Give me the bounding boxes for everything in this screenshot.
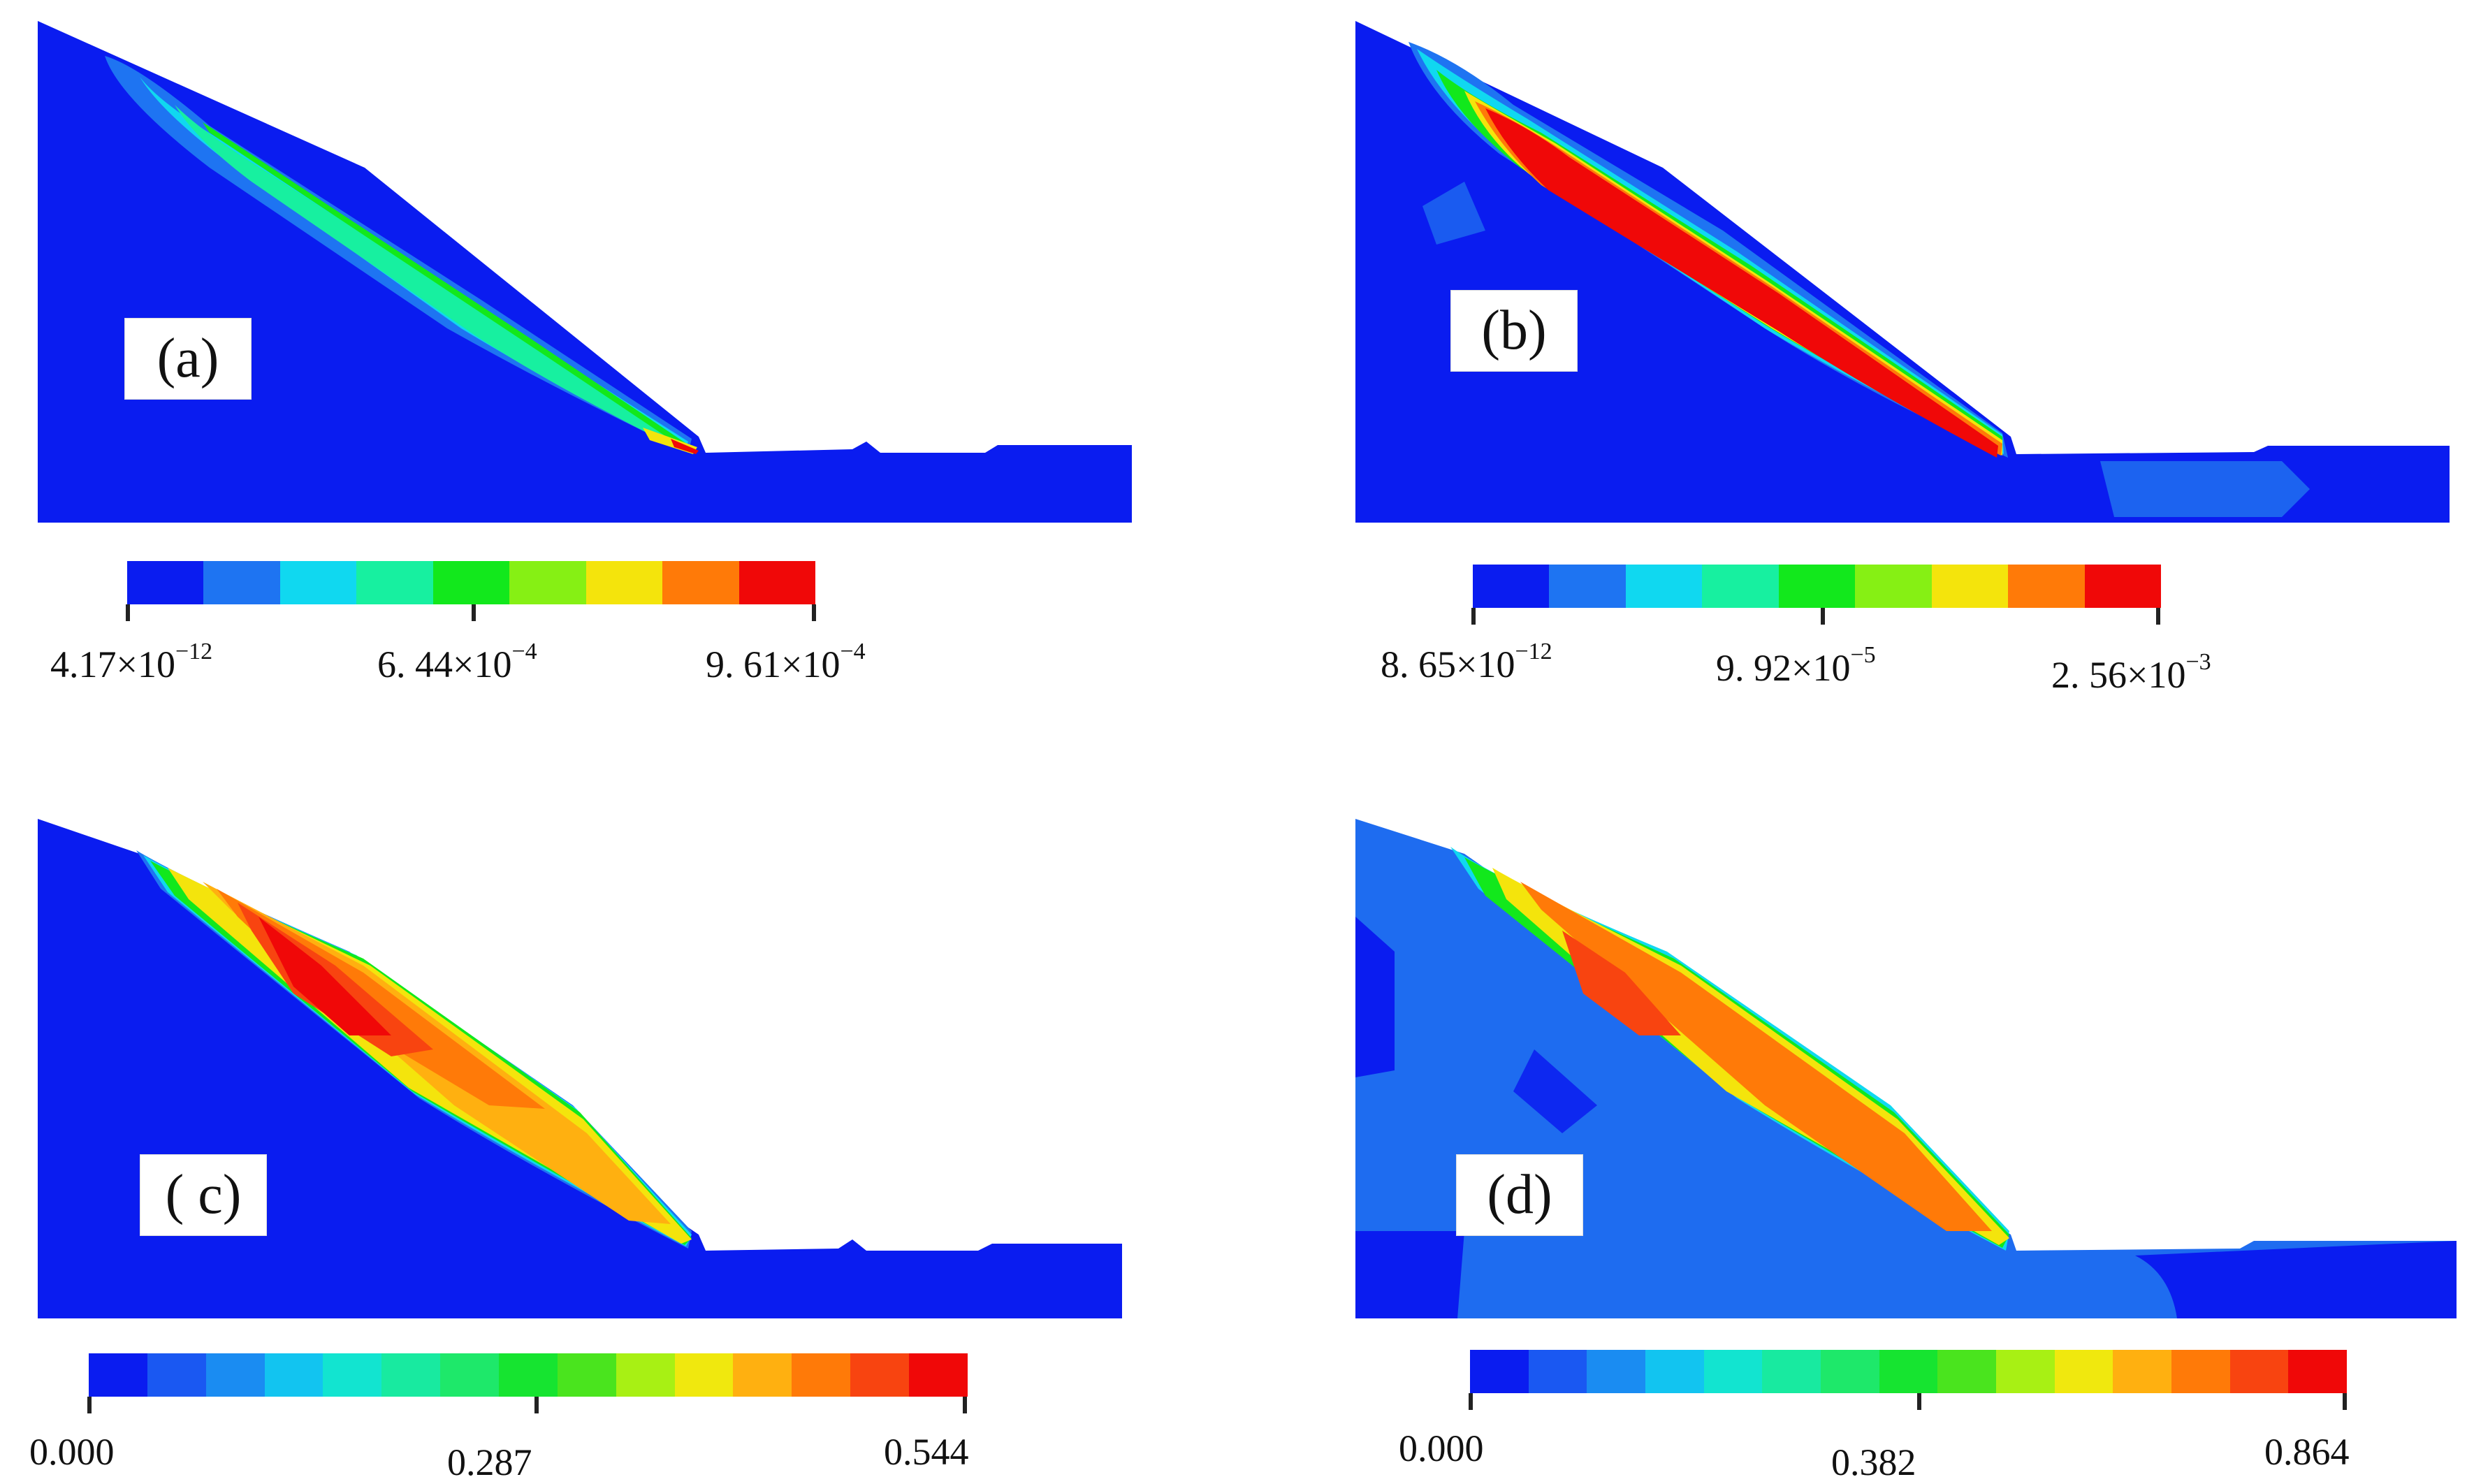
colorbar-segment	[432, 561, 510, 604]
colorbar-tick	[2343, 1393, 2347, 1410]
colorbar-strip	[127, 561, 815, 604]
colorbar-strip	[89, 1353, 968, 1397]
colorbar-segment	[1879, 1350, 1938, 1393]
colorbar-tick-label: 9. 61×10−4	[706, 639, 866, 686]
colorbar-segment	[1703, 1350, 1763, 1393]
panel-label-text: ( c)	[165, 1164, 242, 1225]
colorbar-segment	[2084, 565, 2161, 608]
colorbar-segment	[1778, 565, 1856, 608]
colorbar-tick-label: 0.287	[447, 1441, 532, 1483]
colorbar-segment	[2008, 565, 2085, 608]
colorbar-segment	[2229, 1350, 2289, 1393]
colorbar-tick-label: 9. 92×10−5	[1716, 642, 1876, 690]
panel-a: (a) 4.17×10−12 6. 44×10−4 9. 61×10−4	[0, 0, 1233, 742]
colorbar-segment	[279, 561, 357, 604]
colorbar-segment	[557, 1353, 616, 1397]
colorbar-tick-label: 6. 44×10−4	[377, 639, 537, 686]
panel-label-text: (b)	[1481, 300, 1547, 361]
colorbar-tick	[472, 604, 476, 621]
colorbar-segment	[674, 1353, 734, 1397]
colorbar-segment	[738, 561, 815, 604]
panel-label: (d)	[1456, 1154, 1583, 1236]
colorbar-segment	[1528, 1350, 1587, 1393]
colorbar-tick	[1917, 1393, 1921, 1410]
colorbar-segment	[616, 1353, 675, 1397]
colorbar-segment	[89, 1353, 147, 1397]
colorbar-segment	[1587, 1350, 1646, 1393]
colorbar-tick-label: 0.000	[29, 1431, 115, 1473]
colorbar-segment	[323, 1353, 382, 1397]
colorbar-segment	[440, 1353, 500, 1397]
colorbar-tick	[2156, 608, 2160, 625]
colorbar-segment	[585, 561, 663, 604]
colorbar-segment	[662, 561, 739, 604]
colorbar-segment	[1937, 1350, 1997, 1393]
colorbar-tick-label: 2. 56×10−3	[2051, 649, 2211, 697]
colorbar-tick	[87, 1397, 92, 1413]
colorbar-tick	[1469, 1393, 1473, 1410]
colorbar-tick	[1471, 608, 1476, 625]
panel-label: ( c)	[140, 1154, 267, 1236]
colorbar-segment	[1702, 565, 1779, 608]
colorbar-tick-label: 0.382	[1831, 1441, 1916, 1483]
colorbar-segment	[205, 1353, 265, 1397]
colorbar-segment	[909, 1353, 968, 1397]
colorbar-segment	[1625, 565, 1703, 608]
colorbar-segment	[264, 1353, 323, 1397]
slope-contour-plot	[38, 21, 1132, 523]
panel-b: (b) 8. 65×10−12 9. 92×10−5 2. 56×10−3	[1234, 0, 2467, 742]
colorbar-segment	[2054, 1350, 2113, 1393]
colorbar	[127, 561, 815, 604]
colorbar-tick	[812, 604, 816, 621]
colorbar-segment	[1931, 565, 2009, 608]
colorbar	[1470, 1350, 2348, 1393]
colorbar-segment	[792, 1353, 851, 1397]
colorbar-tick	[1821, 608, 1825, 625]
colorbar-segment	[356, 561, 433, 604]
colorbar-segment	[1473, 565, 1550, 608]
panel-c: ( c) 0.000 0.287 0.544	[0, 742, 1233, 1484]
colorbar-segment	[733, 1353, 792, 1397]
slope-contour-plot	[1355, 819, 2457, 1318]
colorbar-tick-label: 0.000	[1399, 1427, 1484, 1469]
panel-label: (b)	[1450, 290, 1578, 372]
colorbar-tick	[963, 1397, 967, 1413]
colorbar-tick-label: 0.864	[2264, 1431, 2350, 1473]
colorbar-segment	[381, 1353, 441, 1397]
colorbar-segment	[2288, 1350, 2348, 1393]
colorbar-tick	[126, 604, 130, 621]
colorbar-segment	[1549, 565, 1626, 608]
colorbar-tick-label: 8. 65×10−12	[1381, 639, 1552, 686]
colorbar-segment	[127, 561, 204, 604]
panel-label-text: (a)	[157, 328, 219, 389]
slope-contour-plot	[1355, 21, 2450, 523]
colorbar-tick-label: 0.544	[884, 1431, 969, 1473]
colorbar-segment	[1762, 1350, 1821, 1393]
colorbar	[89, 1353, 968, 1397]
colorbar-segment	[1996, 1350, 2055, 1393]
colorbar	[1473, 565, 2161, 608]
colorbar-segment	[1821, 1350, 1879, 1393]
colorbar-segment	[1470, 1350, 1529, 1393]
colorbar-segment	[2171, 1350, 2230, 1393]
panel-d: (d) 0.000 0.382 0.864	[1234, 742, 2467, 1484]
panel-label: (a)	[124, 318, 252, 400]
colorbar-segment	[1855, 565, 1932, 608]
colorbar-segment	[499, 1353, 558, 1397]
colorbar-segment	[147, 1353, 206, 1397]
colorbar-segment	[203, 561, 280, 604]
colorbar-strip	[1473, 565, 2161, 608]
colorbar-segment	[850, 1353, 910, 1397]
colorbar-segment	[1645, 1350, 1704, 1393]
panel-label-text: (d)	[1487, 1164, 1552, 1225]
colorbar-segment	[509, 561, 586, 604]
colorbar-segment	[2113, 1350, 2172, 1393]
colorbar-tick-label: 4.17×10−12	[50, 639, 213, 686]
colorbar-tick	[534, 1397, 539, 1413]
colorbar-strip	[1470, 1350, 2348, 1393]
slope-contour-plot	[38, 819, 1122, 1318]
